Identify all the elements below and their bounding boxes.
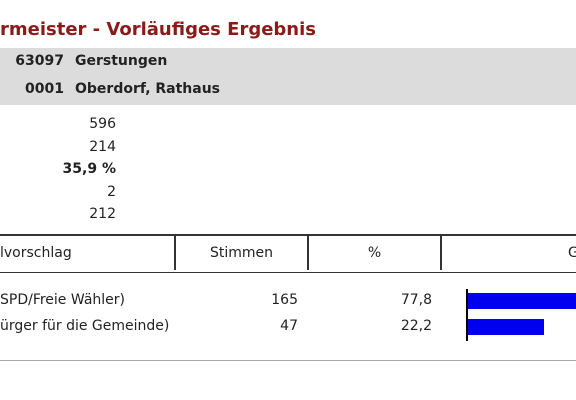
table-bottom bbox=[0, 360, 576, 361]
district-code: 0001 bbox=[25, 81, 64, 97]
municipality-code: 63097 bbox=[15, 53, 64, 69]
table-header bbox=[0, 234, 576, 273]
percent: 77,8 bbox=[400, 292, 432, 308]
bar bbox=[468, 293, 576, 309]
votes: 47 bbox=[280, 318, 298, 334]
summary-value: 2 bbox=[107, 183, 116, 200]
percent: 22,2 bbox=[400, 318, 432, 334]
column-header: Stimmen bbox=[176, 236, 309, 270]
column-header: G bbox=[568, 245, 576, 261]
summary-value: 212 bbox=[89, 206, 116, 222]
bar bbox=[468, 319, 544, 335]
summary-value: 596 bbox=[89, 116, 116, 132]
title: rmeister - Vorläufiges Ergebnis bbox=[0, 19, 317, 40]
party-name: ürger für die Gemeinde) bbox=[0, 318, 170, 334]
municipality-name: Gerstungen bbox=[75, 53, 168, 69]
district-name: Oberdorf, Rathaus bbox=[75, 81, 221, 97]
summary-value: 35,9 % bbox=[62, 161, 116, 177]
column-header: lvorschlag bbox=[0, 236, 176, 270]
bar-axis bbox=[466, 289, 468, 341]
votes: 165 bbox=[271, 292, 298, 308]
party-name: SPD/Freie Wähler) bbox=[0, 292, 125, 308]
summary-value: 214 bbox=[89, 138, 116, 155]
column-header: % bbox=[309, 236, 442, 270]
header-band bbox=[0, 48, 576, 105]
